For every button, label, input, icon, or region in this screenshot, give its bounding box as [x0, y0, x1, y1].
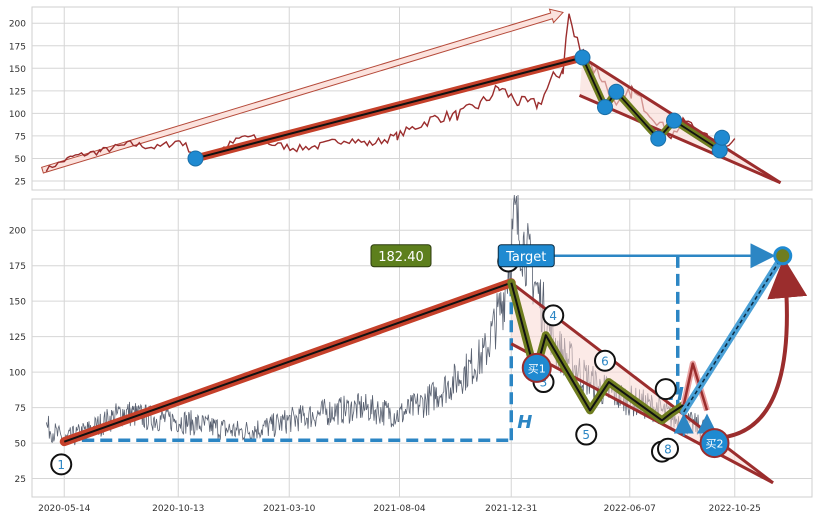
bottom-panel: 25 50 75 100 125 150 175 200 2020-05-14 2020-10-1… — [9, 194, 813, 514]
bottom-lower-line — [510, 342, 774, 485]
bottom-y-tick-label: 100 — [9, 369, 26, 379]
bottom-x-tick-label: 2022-10-25 — [709, 504, 761, 514]
top-pattern-point — [574, 49, 591, 66]
bottom-y-tick-label: 25 — [15, 475, 26, 485]
buy1-label: 买1 — [528, 362, 546, 375]
top-y-tick-label: 175 — [9, 42, 26, 52]
bottom-x-tick-label: 2020-10-13 — [152, 504, 204, 514]
bottom-y-tick-label: 200 — [9, 227, 26, 237]
target-callout-box — [497, 244, 555, 268]
top-lower-line — [578, 93, 782, 185]
top-y-tick-label: 75 — [15, 132, 26, 142]
wave-label: 4 — [549, 309, 557, 323]
top-pattern-point — [608, 83, 625, 100]
bottom-frame — [31, 198, 813, 498]
price-callout: 182.40 — [370, 244, 432, 268]
bottom-trend-core — [63, 281, 512, 443]
top-panel: 25 50 75 100 125 150 175 200 — [9, 6, 813, 191]
top-pattern-point — [187, 150, 204, 167]
top-pattern-point — [714, 129, 730, 146]
wave-label-circle — [657, 437, 679, 460]
wave-label-circle — [50, 453, 73, 476]
target-callout-text: Target — [505, 250, 546, 265]
bottom-y-tick-label: 50 — [15, 440, 27, 450]
bottom-x-tick-label: 2022-06-07 — [604, 504, 656, 514]
top-y-tick-label: 100 — [9, 110, 26, 120]
bottom-y-tick-label: 175 — [9, 262, 26, 272]
price-callout-text: 182.40 — [378, 250, 424, 265]
top-pattern-point — [650, 130, 667, 147]
wave-label: 5 — [582, 428, 590, 442]
top-trend-core — [195, 56, 583, 160]
projection-core — [683, 255, 784, 413]
annotation-layer: 182.40 Target — [370, 244, 555, 268]
target-point — [773, 246, 793, 266]
bottom-y-tick-label: 150 — [9, 298, 26, 308]
height-label: H — [517, 412, 532, 433]
buy-point-circle — [699, 428, 730, 459]
top-y-tick-label: 25 — [15, 177, 26, 187]
top-y-tick-label: 50 — [15, 155, 27, 165]
top-y-tick-label: 200 — [9, 20, 26, 30]
top-pattern-point — [597, 99, 613, 116]
bottom-y-tick-label: 125 — [9, 333, 26, 343]
bottom-x-tick-label: 2021-08-04 — [373, 504, 426, 514]
bottom-x-tick-label: 2021-12-31 — [485, 504, 537, 514]
buy-point-circle — [521, 352, 552, 383]
wave-label-circle — [594, 349, 616, 372]
breakout-bump-core — [682, 362, 709, 411]
bottom-x-tick-label: 2021-03-10 — [263, 504, 316, 514]
bottom-x-tick-label: 2020-05-14 — [38, 504, 91, 514]
curved-arrow — [722, 257, 808, 440]
target-callout: Target — [497, 244, 555, 268]
price-callout-box — [370, 244, 432, 268]
top-y-tick-label: 125 — [9, 87, 26, 97]
wave-label: 8 — [664, 442, 672, 456]
bottom-y-tick-label: 75 — [15, 404, 26, 414]
wave-label: 1 — [57, 458, 65, 472]
top-y-tick-label: 150 — [9, 65, 26, 75]
wave-label-circle — [542, 304, 565, 327]
buy2-label: 买2 — [706, 438, 724, 451]
wave-label: 3 — [540, 376, 548, 390]
top-pattern-point — [666, 112, 682, 129]
wave-label-circle — [575, 423, 598, 446]
wave-label: 6 — [601, 354, 609, 368]
wave-label-circle — [654, 378, 677, 401]
